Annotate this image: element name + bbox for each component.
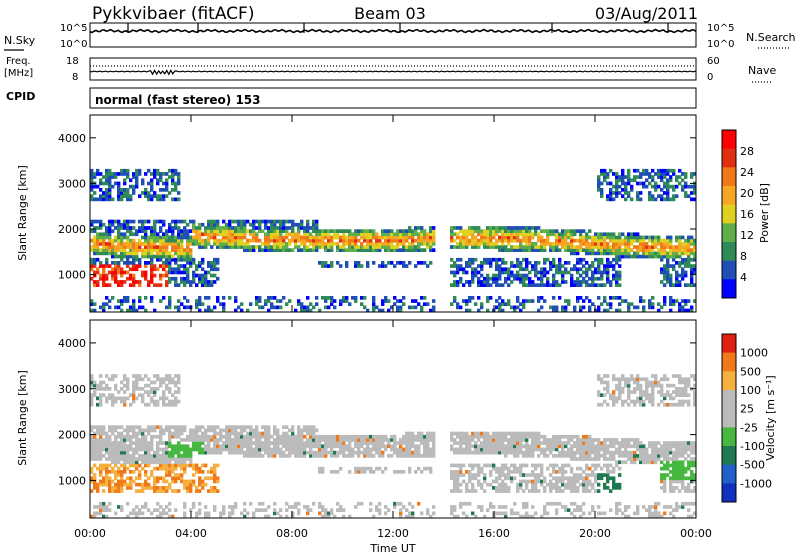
x-tick-label: 08:00 bbox=[276, 527, 308, 540]
cpid-panel-frame bbox=[89, 87, 697, 109]
power-ylabel: Slant Range [km] bbox=[16, 165, 29, 261]
velocity-y-ticks: 1000 2000 3000 4000 bbox=[58, 337, 696, 487]
noise-tick-top-left: 10^5 bbox=[60, 23, 87, 34]
y-tick-label: 4000 bbox=[58, 337, 86, 350]
velocity-heatmap bbox=[90, 374, 697, 519]
colorbar-swatch bbox=[722, 446, 736, 465]
colorbar-frame bbox=[721, 333, 737, 503]
colorbar-swatch bbox=[722, 334, 736, 353]
colorbar-swatch bbox=[722, 464, 736, 484]
y-tick-label: 2000 bbox=[58, 429, 86, 442]
frequency-trace-group bbox=[89, 65, 697, 76]
colorbar-tick-label: 12 bbox=[740, 229, 754, 242]
colorbar-tick-label: 100 bbox=[740, 384, 761, 397]
nave-tick-top-right: 60 bbox=[707, 56, 720, 67]
freq-tick-bottom-left: 8 bbox=[72, 72, 78, 83]
y-tick-label: 2000 bbox=[58, 223, 86, 236]
x-tick-label: 04:00 bbox=[175, 527, 207, 540]
colorbar-tick-label: 28 bbox=[740, 145, 754, 158]
colorbar-swatch bbox=[722, 223, 736, 243]
colorbar-tick-label: 20 bbox=[740, 187, 754, 200]
colorbar-swatch bbox=[722, 352, 736, 372]
colorbar-frame bbox=[721, 129, 737, 299]
colorbar-tick-label: 500 bbox=[740, 365, 761, 378]
x-tick-label: 12:00 bbox=[377, 527, 409, 540]
y-tick-label: 1000 bbox=[58, 269, 86, 282]
power-y-ticks: 1000 2000 3000 4000 bbox=[58, 132, 696, 282]
colorbar-swatch bbox=[722, 186, 736, 205]
x-tick-label: 00:00 bbox=[74, 527, 106, 540]
station-title: Pykkvibaer (fitACF) bbox=[92, 4, 254, 24]
power-colorbar: 28 24 20 16 12 8 4 bbox=[721, 129, 754, 299]
colorbar-tick-label: -1000 bbox=[740, 477, 772, 490]
colorbar-tick-label: -100 bbox=[740, 440, 765, 453]
date-title: 03/Aug/2011 bbox=[595, 4, 698, 23]
colorbar-tick-label: 8 bbox=[740, 250, 747, 263]
noise-right-label: N.Search bbox=[746, 31, 796, 44]
colorbar-tick-label: 25 bbox=[740, 403, 754, 416]
freq-left-label-2: [MHz] bbox=[4, 68, 33, 79]
colorbar-swatch bbox=[722, 242, 736, 261]
colorbar-tick-label: 24 bbox=[740, 166, 754, 179]
y-tick-label: 3000 bbox=[58, 177, 86, 190]
colorbar-swatch bbox=[722, 260, 736, 280]
y-tick-label: 3000 bbox=[58, 383, 86, 396]
x-tick-label: 16:00 bbox=[478, 527, 510, 540]
colorbar-tick-label: -500 bbox=[740, 459, 765, 472]
noise-left-label: N.Sky bbox=[4, 34, 36, 47]
frequency-line bbox=[89, 69, 697, 76]
noise-trace-group bbox=[89, 23, 697, 34]
noise-tick-bottom-left: 10^0 bbox=[60, 39, 87, 50]
velocity-ylabel: Slant Range [km] bbox=[16, 370, 29, 466]
x-tick-label: 00:00 bbox=[680, 527, 712, 540]
cpid-annotation: normal (fast stereo) 153 bbox=[95, 93, 261, 107]
velocity-colorbar: 1000 500 100 25 -25 -100 -500 -1000 bbox=[721, 333, 772, 503]
colorbar-swatch bbox=[722, 427, 736, 447]
noise-tick-top-right: 10^5 bbox=[707, 23, 734, 34]
colorbar-swatch bbox=[722, 279, 736, 299]
colorbar-swatch bbox=[722, 148, 736, 168]
noise-tick-bottom-right: 10^0 bbox=[707, 39, 734, 50]
beam-title: Beam 03 bbox=[354, 4, 426, 23]
freq-left-label-1: Freq. bbox=[6, 56, 31, 67]
colorbar-swatch bbox=[722, 390, 736, 409]
noise-line bbox=[89, 28, 697, 34]
colorbar-tick-label: 4 bbox=[740, 271, 747, 284]
nave-tick-bottom-right: 0 bbox=[707, 72, 713, 83]
colorbar-tick-label: 16 bbox=[740, 208, 754, 221]
freq-tick-top-left: 18 bbox=[66, 56, 79, 67]
colorbar-swatch bbox=[722, 204, 736, 224]
colorbar-swatch bbox=[722, 371, 736, 391]
noise-panel-frame bbox=[89, 22, 697, 48]
nave-right-label: Nave bbox=[748, 64, 776, 77]
x-axis-label: Time UT bbox=[369, 542, 415, 554]
velocity-colorbar-label: Velocity [m s⁻¹] bbox=[764, 375, 777, 460]
colorbar-swatch bbox=[722, 483, 736, 503]
colorbar-swatch bbox=[722, 130, 736, 149]
cpid-label: CPID bbox=[6, 90, 35, 103]
colorbar-tick-label: 1000 bbox=[740, 347, 768, 360]
y-tick-label: 1000 bbox=[58, 474, 86, 487]
power-colorbar-label: Power [dB] bbox=[758, 183, 771, 243]
y-tick-label: 4000 bbox=[58, 132, 86, 145]
colorbar-swatch bbox=[722, 408, 736, 428]
colorbar-tick-label: -25 bbox=[740, 421, 758, 434]
frequency-panel-frame bbox=[89, 57, 697, 81]
x-axis: 00:00 04:00 08:00 12:00 16:00 20:00 00:00 bbox=[74, 115, 712, 540]
x-tick-label: 20:00 bbox=[579, 527, 611, 540]
colorbar-swatch bbox=[722, 167, 736, 187]
